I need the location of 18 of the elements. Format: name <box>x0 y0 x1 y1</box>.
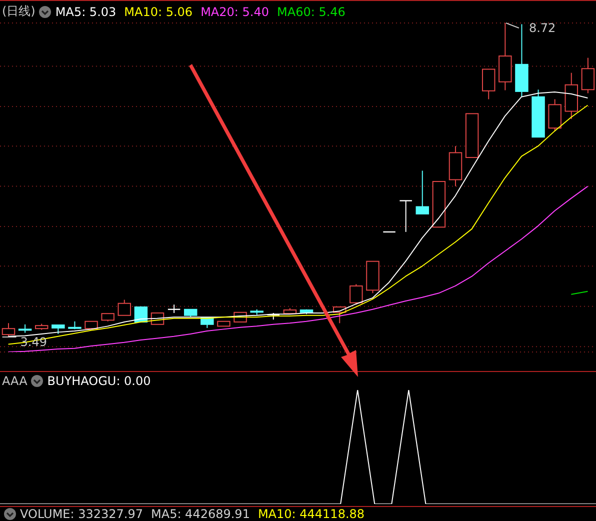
candlestick <box>350 284 363 306</box>
candlestick <box>118 299 132 316</box>
text: MA5: 5.03 <box>55 4 116 18</box>
text: MA5: 442689.91 <box>151 507 250 521</box>
text: BUYHAOGU: 0.00 <box>47 374 151 388</box>
annotation: 8.72 <box>528 21 556 35</box>
candlestick <box>399 200 413 232</box>
text: MA10: 444118.88 <box>258 507 365 521</box>
candlestick <box>548 98 562 132</box>
candlestick <box>416 170 430 214</box>
text: MA10: 5.06 <box>124 4 193 18</box>
chart-title: (日线) <box>2 3 36 20</box>
text: MA60: 5.46 <box>277 4 346 18</box>
chart-title: AAA <box>2 374 28 388</box>
text: VOLUME: 332327.97 <box>20 507 143 521</box>
candlestick <box>52 324 65 334</box>
text: MA20: 5.40 <box>200 4 269 18</box>
candlestick <box>482 68 496 100</box>
